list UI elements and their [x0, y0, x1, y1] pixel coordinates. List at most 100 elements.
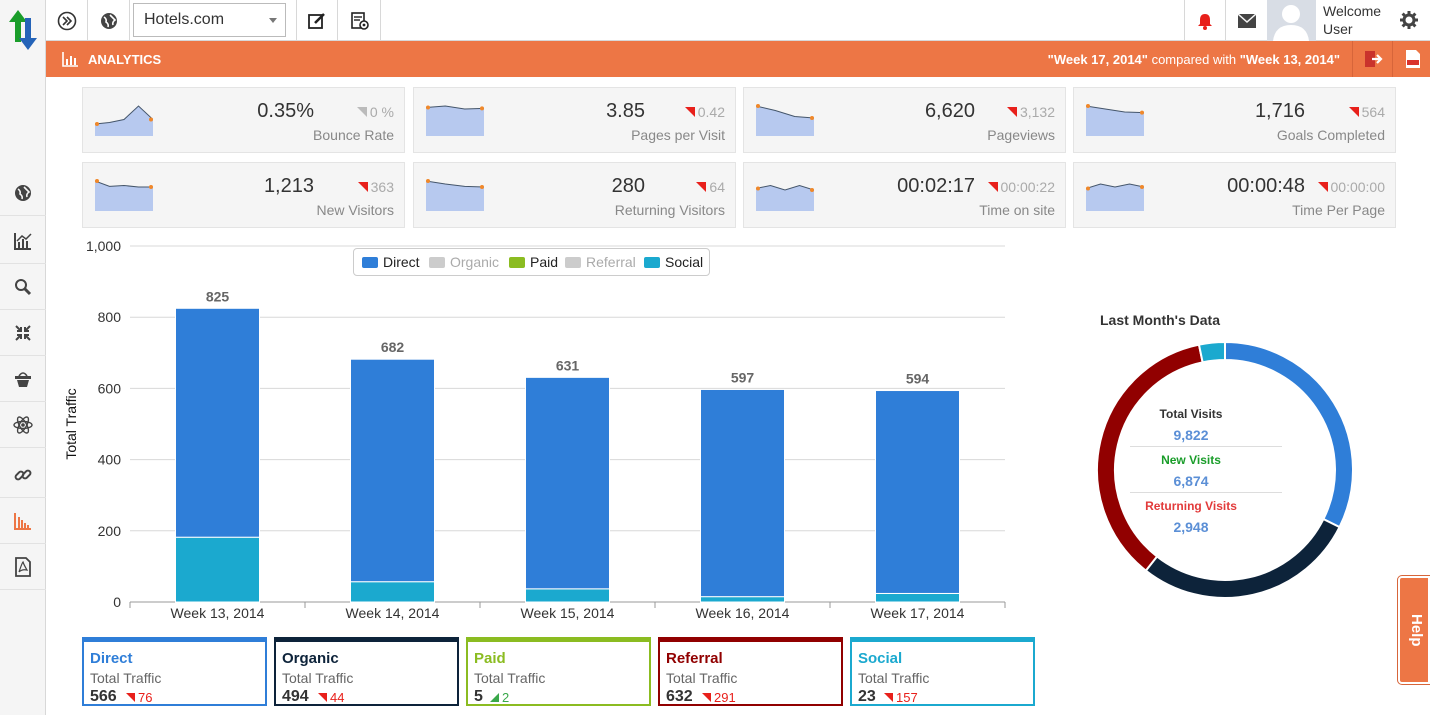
source-card-social[interactable]: Social Total Traffic 23 157	[850, 637, 1035, 706]
bell-icon	[1198, 13, 1212, 30]
messages-button[interactable]	[1226, 0, 1268, 41]
legend-swatch	[429, 257, 445, 268]
legend-item-referral[interactable]: Referral	[565, 254, 636, 270]
legend-item-paid[interactable]: Paid	[509, 254, 558, 270]
kpi-value: 1,213	[263, 175, 314, 197]
notifications-button[interactable]	[1184, 0, 1226, 41]
app-logo[interactable]	[0, 0, 46, 60]
kpi-label: Time on site	[979, 202, 1055, 218]
source-change: 291	[702, 690, 736, 705]
sidebar-item-search[interactable]	[0, 264, 46, 310]
donut-center-label: Total Visits	[1159, 407, 1223, 421]
user-name[interactable]: User	[1323, 21, 1353, 37]
sidebar-item-line-chart[interactable]	[0, 218, 46, 264]
globe-button[interactable]	[88, 0, 130, 41]
kpi-card[interactable]: 3.85 0.42 Pages per Visit	[413, 87, 736, 153]
source-card-referral[interactable]: Referral Total Traffic 632 291	[658, 637, 843, 706]
link-icon	[14, 469, 32, 480]
sidebar-item-globe[interactable]	[0, 170, 46, 216]
source-value: 23	[858, 688, 876, 705]
source-value: 5	[474, 688, 483, 705]
source-card-organic[interactable]: Organic Total Traffic 494 44	[274, 637, 459, 706]
export-button[interactable]	[1352, 41, 1392, 77]
up-triangle-icon	[490, 693, 499, 702]
source-card-paid[interactable]: Paid Total Traffic 5 2	[466, 637, 651, 706]
report-settings-icon	[350, 11, 369, 30]
down-triangle-icon	[696, 182, 707, 192]
kpi-value: 1,716	[1254, 100, 1305, 122]
legend-item-organic[interactable]: Organic	[429, 254, 499, 270]
kpi-label: New Visitors	[316, 202, 394, 218]
sparkline	[1086, 183, 1144, 211]
site-select[interactable]: Hotels.com	[133, 3, 286, 37]
sparkline-line	[1086, 105, 1144, 114]
donut-center-label: Returning Visits	[1145, 499, 1237, 513]
kpi-change: 3,132	[1006, 104, 1055, 120]
kpi-card[interactable]: 0.35% 0 % Bounce Rate	[82, 87, 405, 153]
kpi-card[interactable]: 6,620 3,132 Pageviews	[743, 87, 1066, 153]
source-name: Organic	[282, 650, 339, 667]
donut-center-value: 9,822	[1173, 427, 1209, 443]
help-label: Help	[1408, 614, 1425, 647]
settings-button[interactable]	[1400, 11, 1418, 34]
donut-center-value: 6,874	[1173, 473, 1209, 489]
source-card-direct[interactable]: Direct Total Traffic 566 76	[82, 637, 267, 706]
sparkline-area	[756, 106, 814, 136]
chart-legend: Direct Organic Paid Referral Social	[353, 248, 710, 276]
down-triangle-icon	[702, 693, 711, 702]
bar-segment-direct	[175, 307, 260, 538]
sparkline-point	[149, 117, 153, 122]
gear-icon	[1400, 11, 1418, 29]
last-month-donut-chart	[1096, 340, 1354, 599]
pdf-file-icon	[1405, 50, 1420, 68]
double-chevron-right-icon	[57, 11, 76, 30]
help-tab[interactable]: Help	[1398, 576, 1430, 684]
kpi-change: 0.42	[684, 104, 725, 120]
analytics-header-bar: ANALYTICS "Week 17, 2014" compared with …	[46, 41, 1430, 77]
y-tick-label: 200	[98, 523, 122, 539]
down-triangle-icon	[126, 693, 135, 702]
sidebar-item-atom[interactable]	[0, 402, 46, 448]
edit-icon	[308, 12, 325, 29]
up-down-arrows-icon	[9, 10, 37, 50]
source-name: Social	[858, 650, 903, 667]
sparkline-line	[426, 180, 484, 188]
sparkline	[756, 104, 814, 136]
down-triangle-icon	[1317, 182, 1328, 192]
legend-item-social[interactable]: Social	[644, 254, 703, 270]
avatar[interactable]	[1267, 0, 1316, 41]
kpi-label: Returning Visitors	[614, 202, 725, 218]
source-metric-label: Total Traffic	[474, 670, 546, 686]
source-change-value: 76	[138, 690, 153, 705]
sidebar-item-link[interactable]	[0, 452, 46, 498]
pdf-download-button[interactable]	[1392, 41, 1430, 77]
sparkline-point	[1086, 186, 1090, 191]
source-name: Paid	[474, 650, 506, 667]
sidebar-item-compress[interactable]	[0, 310, 46, 356]
sparkline	[95, 179, 153, 211]
kpi-card[interactable]: 1,213 363 New Visitors	[82, 162, 405, 228]
legend-item-direct[interactable]: Direct	[362, 254, 420, 270]
sidebar-item-pdf[interactable]	[0, 544, 46, 590]
bar-segment-social	[350, 581, 435, 603]
sidebar-item-bar-chart[interactable]	[0, 498, 46, 544]
report-settings-button[interactable]	[339, 0, 381, 41]
source-value: 632	[666, 688, 693, 705]
edit-button[interactable]	[296, 0, 338, 41]
kpi-card[interactable]: 00:00:48 00:00:00 Time Per Page	[1073, 162, 1396, 228]
expand-button[interactable]	[46, 0, 88, 41]
kpi-card[interactable]: 280 64 Returning Visitors	[413, 162, 736, 228]
kpi-card[interactable]: 00:02:17 00:00:22 Time on site	[743, 162, 1066, 228]
sparkline-line	[1086, 183, 1144, 189]
compared-with-label: compared with	[1147, 52, 1240, 67]
donut-slice-social[interactable]	[1197, 340, 1226, 364]
kpi-card[interactable]: 1,716 564 Goals Completed	[1073, 87, 1396, 153]
kpi-change: 0 %	[356, 104, 394, 120]
sidebar-item-basket[interactable]	[0, 356, 46, 402]
sparkline	[756, 184, 814, 211]
legend-swatch	[509, 257, 525, 268]
envelope-icon	[1237, 13, 1256, 28]
y-tick-label: 1,000	[86, 238, 121, 254]
kpi-value: 00:02:17	[897, 175, 975, 197]
source-value: 494	[282, 688, 309, 705]
